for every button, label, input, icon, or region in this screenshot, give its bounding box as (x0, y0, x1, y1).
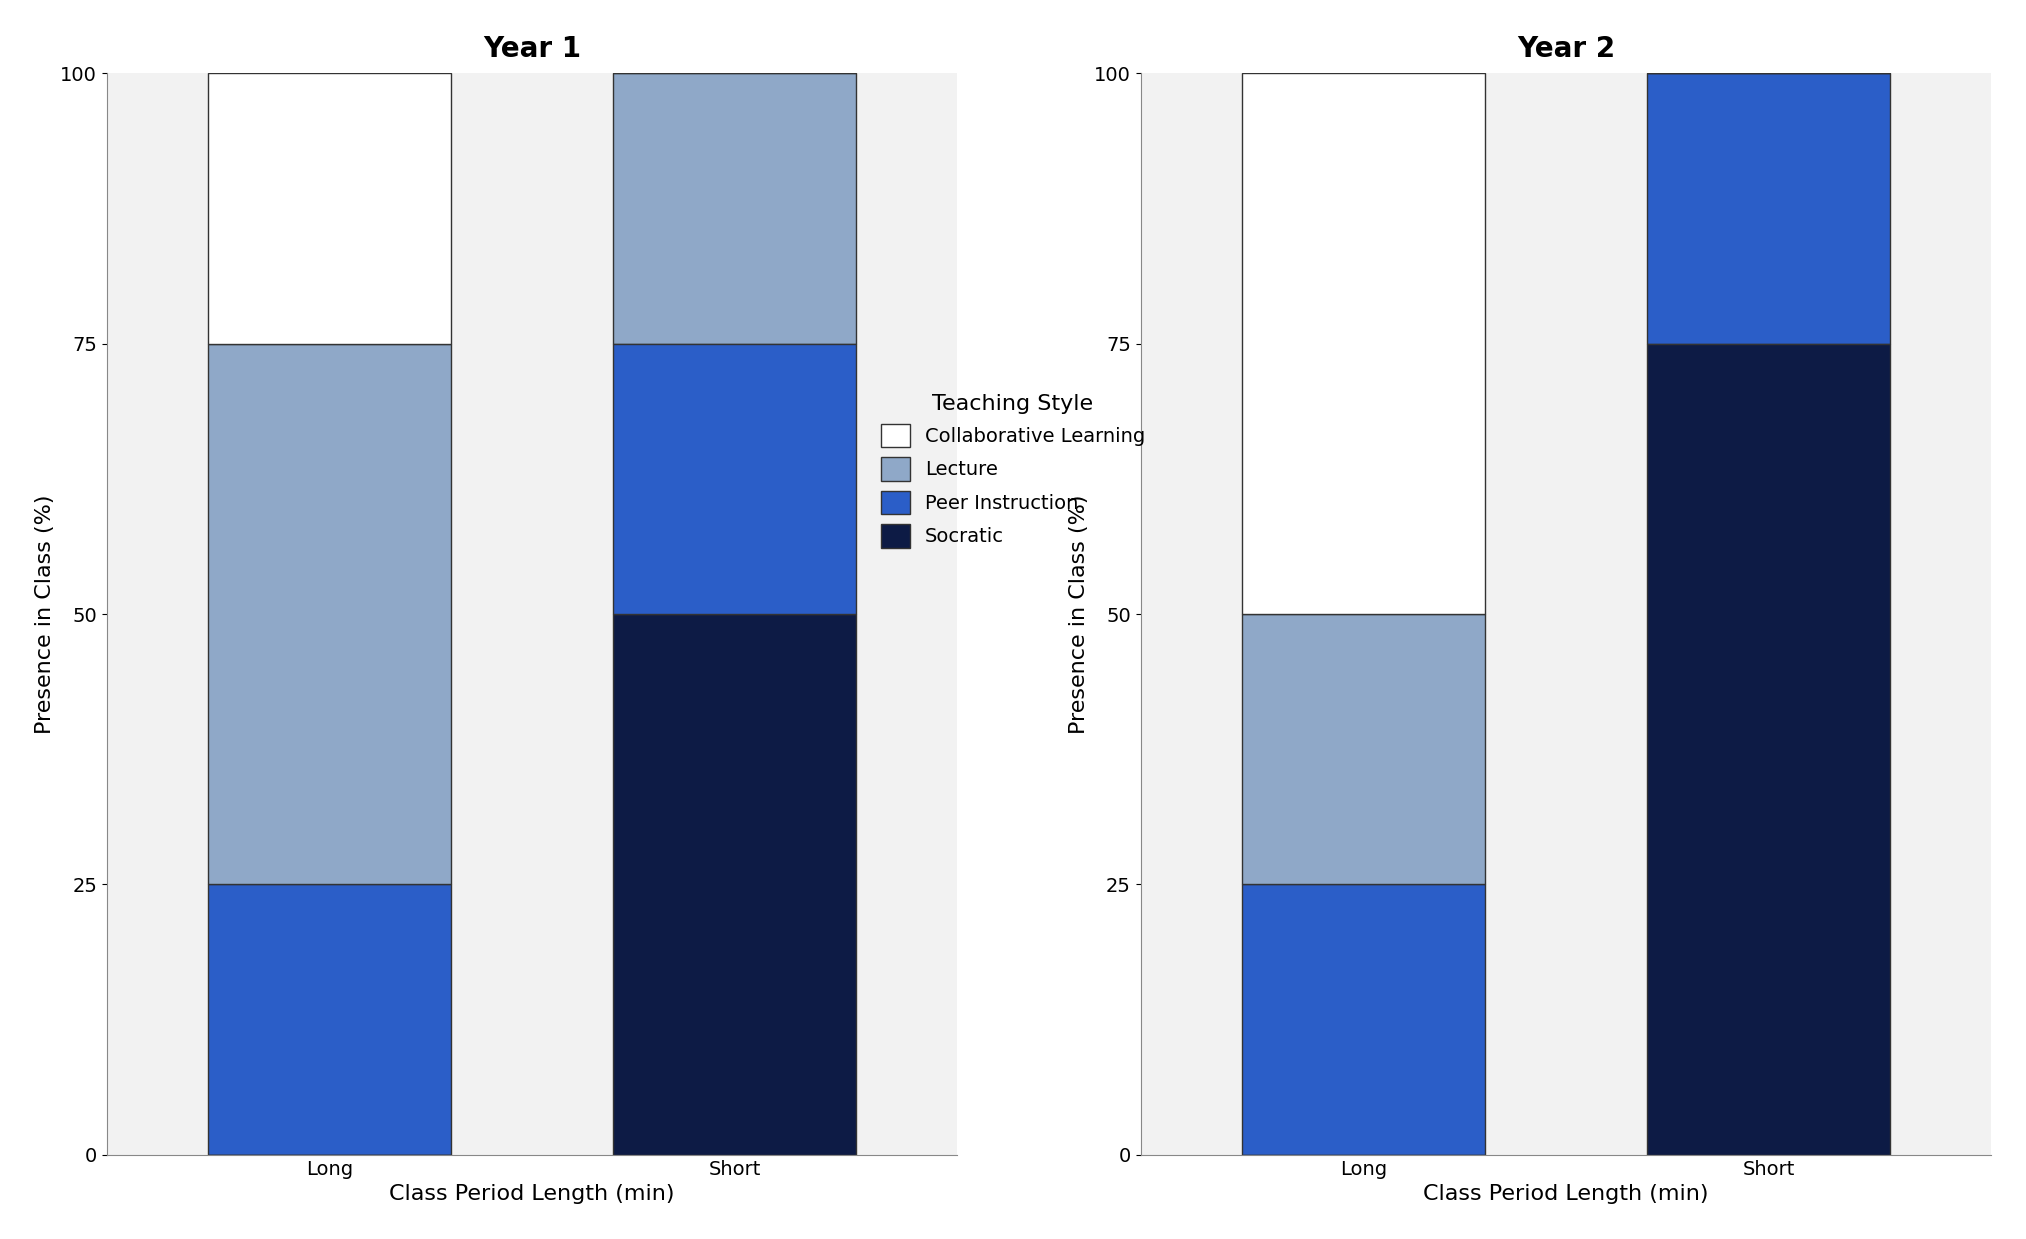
Y-axis label: Presence in Class (%): Presence in Class (%) (1068, 494, 1088, 733)
Bar (614, 615, 857, 1155)
Bar (1647, 73, 1890, 343)
X-axis label: Class Period Length (min): Class Period Length (min) (1422, 1184, 1708, 1204)
X-axis label: Class Period Length (min): Class Period Length (min) (389, 1184, 675, 1204)
Bar (1647, 343, 1890, 1155)
Title: Year 2: Year 2 (1517, 35, 1615, 63)
Y-axis label: Presence in Class (%): Presence in Class (%) (34, 494, 55, 733)
Bar (209, 885, 452, 1155)
Title: Year 1: Year 1 (482, 35, 581, 63)
Bar (1242, 885, 1485, 1155)
Bar (1242, 73, 1485, 615)
Bar (614, 73, 857, 343)
Legend: Collaborative Learning, Lecture, Peer Instruction, Socratic: Collaborative Learning, Lecture, Peer In… (871, 384, 1155, 558)
Bar (209, 73, 452, 343)
Bar (614, 343, 857, 615)
Bar (1242, 615, 1485, 885)
Bar (209, 343, 452, 885)
